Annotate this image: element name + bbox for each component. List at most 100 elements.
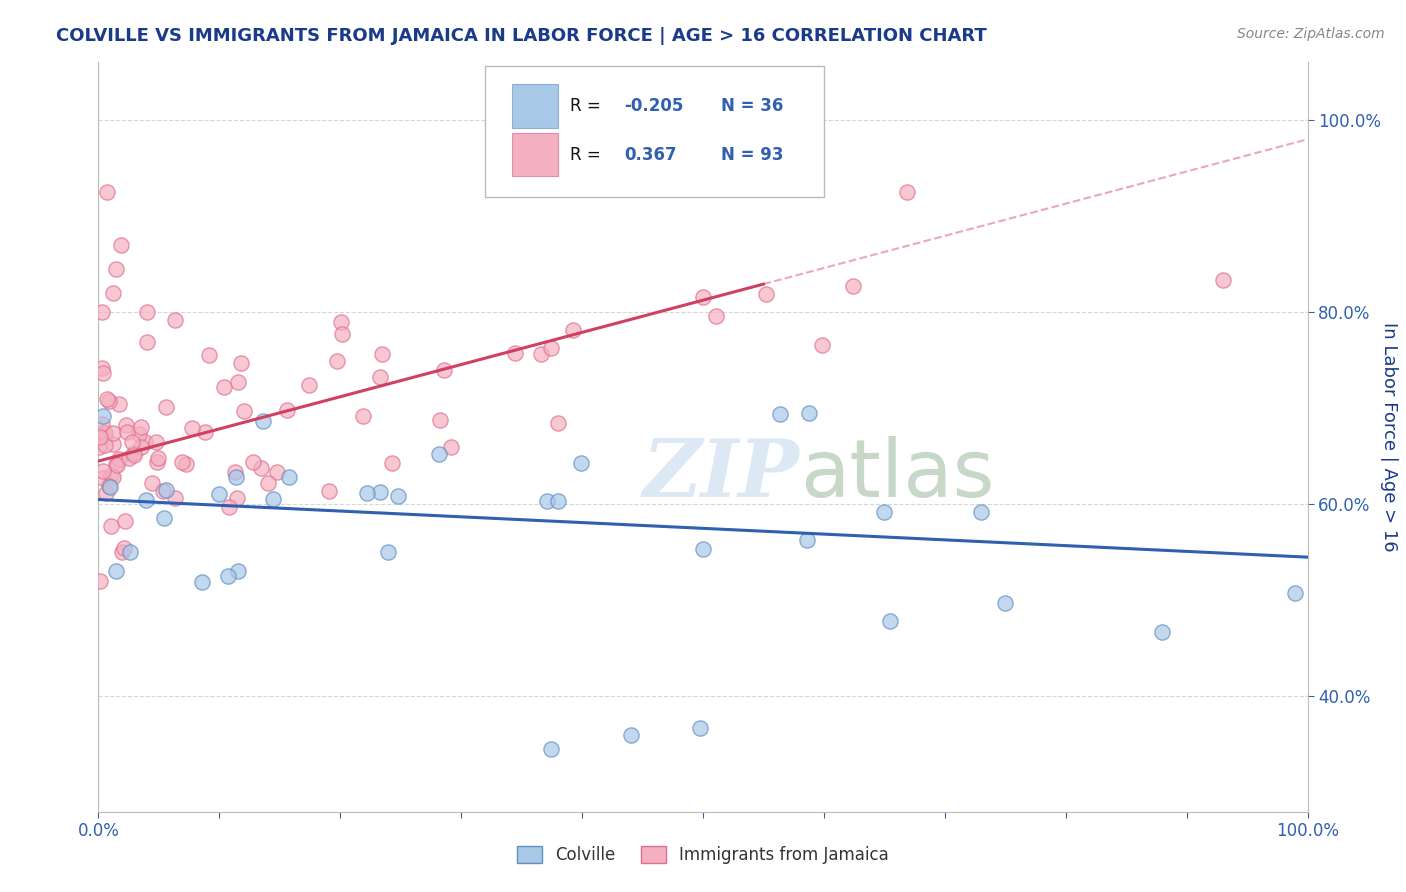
Point: [101, 425, 124, 440]
Point: [530, 347, 553, 361]
Point: [811, 338, 834, 352]
Point: [969, 505, 991, 519]
Text: Source: ZipAtlas.com: Source: ZipAtlas.com: [1237, 27, 1385, 41]
Point: [225, 491, 247, 505]
Point: [146, 455, 169, 469]
Point: [107, 458, 129, 472]
Point: [87, 440, 110, 454]
Point: [194, 425, 217, 439]
Point: [101, 285, 124, 300]
Point: [377, 545, 399, 559]
Point: [994, 596, 1017, 610]
Point: [120, 544, 142, 558]
Point: [226, 564, 249, 578]
Point: [103, 469, 125, 483]
Point: [146, 450, 169, 465]
Point: [356, 486, 378, 500]
Point: [100, 519, 122, 533]
Point: [107, 452, 129, 467]
Point: [94, 425, 117, 440]
Point: [191, 574, 214, 589]
Point: [91, 366, 114, 380]
Point: [122, 446, 145, 460]
Point: [368, 485, 391, 500]
Point: [440, 440, 463, 454]
Point: [100, 468, 122, 483]
Point: [769, 407, 792, 421]
Point: [371, 347, 394, 361]
Text: ZIP: ZIP: [643, 436, 800, 513]
Point: [135, 493, 157, 508]
Point: [796, 533, 818, 547]
Point: [233, 403, 256, 417]
Point: [842, 279, 865, 293]
Point: [165, 313, 187, 327]
Point: [94, 485, 117, 500]
Point: [249, 461, 271, 475]
Text: N = 93: N = 93: [721, 145, 783, 163]
Point: [1212, 273, 1234, 287]
Point: [136, 335, 159, 350]
Point: [98, 480, 121, 494]
Text: N = 36: N = 36: [721, 97, 783, 115]
Point: [110, 238, 132, 252]
Point: [131, 420, 153, 434]
Point: [1152, 624, 1174, 639]
Point: [278, 470, 301, 484]
Point: [298, 377, 321, 392]
Point: [121, 434, 143, 449]
Point: [797, 406, 820, 420]
Point: [755, 286, 778, 301]
Point: [228, 375, 250, 389]
Point: [330, 326, 353, 341]
Point: [218, 500, 240, 515]
Point: [114, 514, 136, 528]
Point: [170, 454, 193, 468]
Point: [115, 417, 138, 432]
Point: [318, 483, 340, 498]
Point: [873, 505, 896, 519]
Point: [276, 403, 298, 417]
Point: [105, 565, 128, 579]
Point: [91, 409, 114, 424]
Point: [96, 185, 118, 199]
Point: [112, 541, 135, 555]
Point: [91, 471, 114, 485]
Point: [93, 425, 115, 439]
Point: [214, 380, 236, 394]
Point: [540, 742, 562, 756]
Point: [90, 417, 112, 431]
Point: [692, 290, 714, 304]
Point: [562, 323, 585, 337]
Point: [540, 341, 562, 355]
Point: [706, 310, 728, 324]
Point: [104, 457, 127, 471]
Point: [256, 475, 278, 490]
Point: [145, 434, 167, 449]
Point: [118, 450, 141, 465]
Point: [252, 414, 274, 428]
Point: [569, 456, 592, 470]
Point: [896, 186, 918, 200]
Point: [429, 412, 451, 426]
Point: [692, 542, 714, 557]
Point: [141, 476, 163, 491]
Point: [503, 346, 526, 360]
Point: [128, 427, 150, 442]
Point: [155, 483, 177, 498]
Point: [879, 614, 901, 628]
Point: [547, 494, 569, 508]
Point: [98, 479, 121, 493]
Point: [329, 314, 352, 328]
Point: [224, 466, 246, 480]
Point: [152, 484, 174, 499]
Point: [218, 569, 240, 583]
Point: [352, 409, 374, 423]
Point: [180, 420, 202, 434]
Point: [155, 400, 177, 414]
Point: [108, 397, 131, 411]
Text: R =: R =: [569, 97, 600, 115]
Point: [225, 470, 247, 484]
Bar: [512, 84, 558, 128]
Point: [91, 464, 114, 478]
